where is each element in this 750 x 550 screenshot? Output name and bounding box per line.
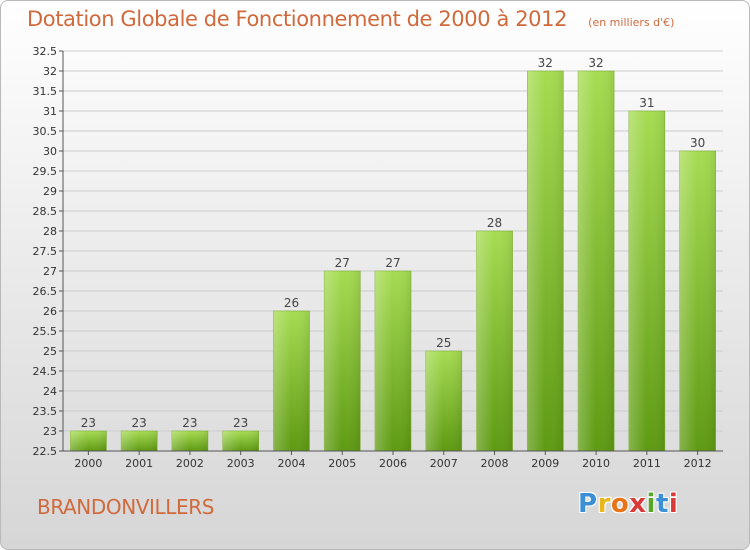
logo-letter: x: [629, 489, 647, 519]
x-tick-label: 2007: [430, 457, 458, 470]
x-tick-label: 2005: [328, 457, 356, 470]
logo-letter: P: [578, 489, 598, 519]
x-tick-label: 2002: [176, 457, 204, 470]
commune-name: BRANDONVILLERS: [37, 495, 215, 519]
y-tick-label: 28: [43, 225, 57, 238]
data-label: 26: [284, 296, 299, 310]
x-tick-label: 2000: [74, 457, 102, 470]
x-tick-label: 2006: [379, 457, 407, 470]
data-label: 23: [233, 416, 248, 430]
data-label: 23: [81, 416, 96, 430]
data-labels: 23 23 23 23 26 27 27 25 28 32 32 31 30: [81, 56, 706, 430]
x-tick-label: 2010: [582, 457, 610, 470]
data-label: 25: [436, 336, 451, 350]
data-label: 27: [335, 256, 350, 270]
title-line: Dotation Globale de Fonctionnement de 20…: [27, 7, 674, 31]
x-tick-label: 2009: [531, 457, 559, 470]
y-tick-label: 26.5: [33, 285, 58, 298]
chart-unit: (en milliers d'€): [588, 16, 675, 29]
y-tick-label: 32.5: [33, 45, 58, 58]
y-tick-label: 23: [43, 425, 57, 438]
x-tick-label: 2011: [633, 457, 661, 470]
data-label: 31: [639, 96, 654, 110]
bar-highlight: [578, 71, 615, 451]
y-tick-label: 22.5: [33, 445, 58, 458]
data-label: 28: [487, 216, 502, 230]
y-tick-label: 27: [43, 265, 57, 278]
chart-title: Dotation Globale de Fonctionnement de 20…: [27, 7, 568, 31]
logo-letter: r: [597, 489, 611, 519]
y-tick-label: 23.5: [33, 405, 58, 418]
data-label: 23: [132, 416, 147, 430]
data-label: 30: [690, 136, 705, 150]
bar-highlight: [70, 431, 107, 451]
bar-highlight: [527, 71, 564, 451]
bar-highlight: [273, 311, 310, 451]
y-tick-label: 25: [43, 345, 57, 358]
y-tick-label: 26: [43, 305, 57, 318]
proxiti-logo: Proxiti: [578, 489, 678, 519]
bar-highlight: [171, 431, 208, 451]
data-label: 27: [385, 256, 400, 270]
logo-letter: i: [668, 489, 679, 519]
y-tick-label: 29.5: [33, 165, 58, 178]
y-tick-label: 25.5: [33, 325, 58, 338]
logo-letter: o: [610, 489, 630, 519]
bar-highlight: [375, 271, 411, 451]
y-tick-label: 30: [43, 145, 57, 158]
y-tick-label: 31.5: [33, 85, 58, 98]
x-tick-label: 2012: [684, 457, 712, 470]
y-tick-label: 24.5: [33, 365, 58, 378]
x-tick-label: 2003: [227, 457, 255, 470]
data-label: 23: [182, 416, 197, 430]
bar-highlight: [476, 231, 513, 451]
bar-highlight: [324, 271, 361, 451]
x-tick-label: 2008: [481, 457, 509, 470]
y-tick-label: 30.5: [33, 125, 58, 138]
data-label: 32: [538, 56, 553, 70]
bar-highlight: [425, 351, 462, 451]
bar-highlight: [121, 431, 158, 451]
data-label: 32: [588, 56, 603, 70]
x-tick-label: 2001: [125, 457, 153, 470]
y-tick-label: 31: [43, 105, 57, 118]
bar-highlight: [628, 111, 665, 451]
logo-letter: t: [655, 489, 669, 519]
y-tick-label: 28.5: [33, 205, 58, 218]
y-tick-label: 24: [43, 385, 57, 398]
bars: [70, 70, 716, 452]
bar-highlight: [222, 431, 259, 451]
bar-highlight: [679, 151, 716, 451]
y-tick-label: 27.5: [33, 245, 58, 258]
y-tick-label: 29: [43, 185, 57, 198]
axes: 22.5 23 23.5 24 24.5 25 25.5 26 26.5 27 27.5 28 28.5…: [33, 45, 723, 470]
logo-letter: i: [646, 489, 656, 519]
y-tick-label: 32: [43, 65, 57, 78]
x-tick-label: 2004: [277, 457, 305, 470]
